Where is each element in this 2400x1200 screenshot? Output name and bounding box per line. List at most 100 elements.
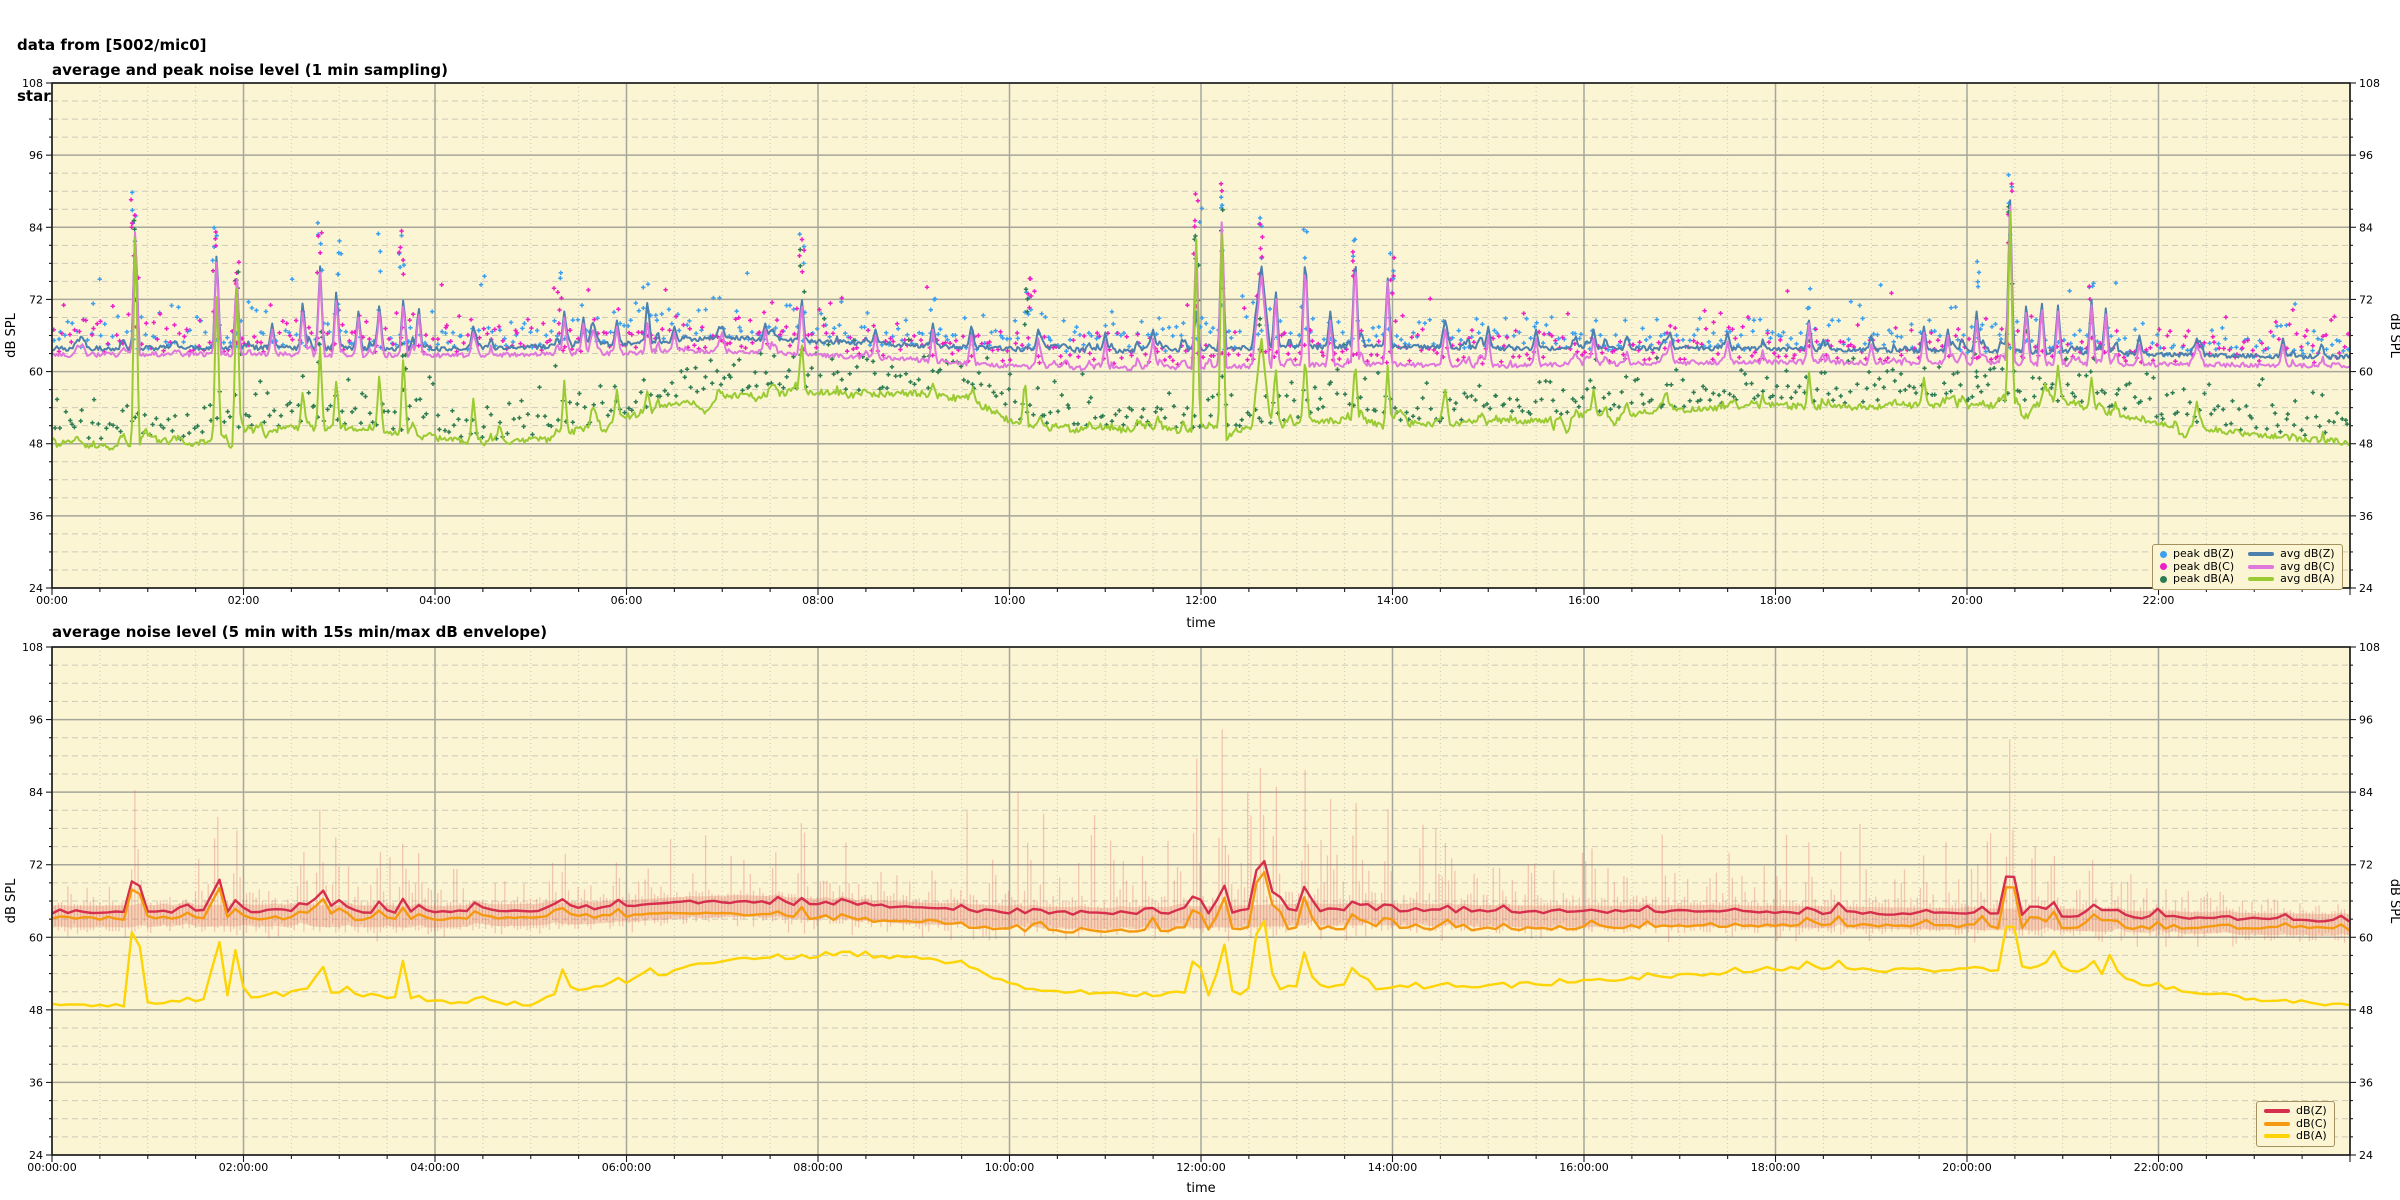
y-axis-label-left: dB SPL: [4, 312, 19, 357]
legend-line-swatch: [2248, 564, 2275, 569]
legend-label: peak dB(C): [2173, 559, 2235, 573]
legend-line-swatch: [2264, 1134, 2290, 1139]
y-tick-label-right: 72: [2359, 859, 2373, 872]
x-tick-label: 02:00:00: [219, 1161, 268, 1174]
chart1-tick-labels: 00:00:00 02:00:00 04:00:00 06:00:00 08:00:00…: [4, 641, 2400, 1196]
y-tick-label-left: 24: [29, 1149, 43, 1162]
y-tick-label-right: 36: [2359, 510, 2373, 523]
y-tick-label-left: 72: [29, 293, 43, 306]
chart1-title: average and peak noise level (1 min samp…: [52, 61, 448, 79]
legend-item: peak dB(Z): [2160, 547, 2235, 561]
legend-dot-swatch: [2160, 563, 2167, 571]
x-tick-label: 08:00: [802, 594, 834, 607]
x-tick-label: 06:00: [611, 594, 643, 607]
x-axis-label: time: [1186, 616, 1215, 631]
legend-column: peak dB(Z) peak dB(C) peak dB(A): [2160, 547, 2235, 586]
legend-item: dB(Z): [2264, 1104, 2327, 1118]
x-tick-label: 16:00:00: [1559, 1161, 1608, 1174]
x-axis-label: time: [1186, 1181, 1215, 1196]
x-tick-label: 06:00:00: [602, 1161, 651, 1174]
legend-label: dB(Z): [2296, 1104, 2327, 1117]
chart2-legend: dB(Z) dB(C) dB(A): [2256, 1101, 2335, 1147]
y-tick-label-left: 108: [22, 641, 43, 654]
y-tick-label-right: 72: [2359, 293, 2373, 306]
legend-item: peak dB(A): [2160, 572, 2234, 586]
y-tick-label-right: 84: [2359, 221, 2373, 234]
legend-dot-swatch: [2160, 575, 2167, 583]
chart0-series-avg-dB(Z): [51, 199, 2351, 360]
y-tick-label-right: 48: [2359, 1004, 2373, 1017]
x-tick-label: 20:00:00: [1942, 1161, 1991, 1174]
x-tick-label: 08:00:00: [793, 1161, 842, 1174]
y-tick-label-left: 60: [29, 931, 43, 944]
legend-line-swatch: [2264, 1109, 2290, 1114]
chart0-series-avg-dB(A): [51, 211, 2351, 451]
chart0-tick-labels: 00:00 02:00 04:00 06:00 08:00 10:00 12:00 14:00…: [4, 77, 2400, 631]
y-tick-label-right: 84: [2359, 786, 2373, 799]
chart1-ticks: [46, 646, 2356, 1162]
chart2-title: average noise level (5 min with 15s min/…: [52, 623, 548, 641]
x-tick-label: 00:00: [36, 594, 68, 607]
legend-dot-swatch: [2160, 550, 2167, 558]
legend-column: dB(Z) dB(C) dB(A): [2264, 1104, 2327, 1143]
chart1-series-dB(Z): [51, 859, 2350, 923]
x-tick-label: 20:00: [1951, 594, 1983, 607]
y-tick-label-left: 96: [29, 149, 43, 162]
y-tick-label-left: 72: [29, 859, 43, 872]
x-tick-label: 18:00: [1760, 594, 1792, 607]
y-tick-label-left: 96: [29, 714, 43, 727]
y-tick-label-right: 60: [2359, 366, 2373, 379]
x-tick-label: 22:00:00: [2134, 1161, 2183, 1174]
y-tick-label-left: 108: [22, 77, 43, 90]
y-tick-label-right: 60: [2359, 931, 2373, 944]
y-tick-label-left: 36: [29, 510, 43, 523]
legend-item: dB(C): [2264, 1117, 2327, 1131]
y-tick-label-right: 24: [2359, 582, 2373, 595]
y-tick-label-left: 60: [29, 366, 43, 379]
x-tick-label: 10:00:00: [985, 1161, 1034, 1174]
y-tick-label-right: 108: [2359, 77, 2380, 90]
legend-label: peak dB(Z): [2173, 547, 2235, 560]
legend-item: dB(A): [2264, 1129, 2327, 1143]
legend-item: avg dB(A): [2248, 572, 2335, 586]
x-tick-label: 14:00: [1377, 594, 1409, 607]
legend-item: avg dB(Z): [2248, 547, 2335, 561]
x-tick-label: 12:00: [1185, 594, 1217, 607]
x-tick-label: 18:00:00: [1751, 1161, 1800, 1174]
y-tick-label-left: 84: [29, 786, 43, 799]
legend-label: avg dB(A): [2280, 572, 2335, 585]
x-tick-label: 00:00:00: [27, 1161, 76, 1174]
chart0-series-avg-dB(C): [51, 205, 2351, 372]
legend-item: avg dB(C): [2248, 559, 2335, 574]
chart1-legend: peak dB(Z) peak dB(C) peak dB(A) avg dB(Z) a…: [2152, 544, 2343, 590]
legend-item: peak dB(C): [2160, 559, 2235, 574]
legend-line-swatch: [2248, 577, 2275, 582]
y-tick-label-right: 108: [2359, 641, 2380, 654]
legend-label: avg dB(C): [2280, 559, 2335, 573]
x-tick-label: 02:00: [228, 594, 260, 607]
header-line1: data from [5002/mic0]: [17, 36, 207, 54]
x-tick-label: 14:00:00: [1368, 1161, 1417, 1174]
y-axis-label-right: dB SPL: [2387, 313, 2400, 358]
x-tick-label: 12:00:00: [1176, 1161, 1225, 1174]
chart1-series-dB(A): [51, 919, 2350, 1008]
chart1-series-dB(C): [51, 871, 2350, 934]
y-axis-label-left: dB SPL: [4, 878, 19, 923]
legend-line-swatch: [2248, 552, 2275, 557]
legend-line-swatch: [2264, 1121, 2290, 1126]
y-tick-label-right: 36: [2359, 1076, 2373, 1089]
y-tick-label-left: 84: [29, 221, 43, 234]
y-tick-label-left: 36: [29, 1076, 43, 1089]
y-tick-label-right: 24: [2359, 1149, 2373, 1162]
y-tick-label-left: 24: [29, 582, 43, 595]
x-tick-label: 22:00: [2143, 594, 2175, 607]
y-tick-label-right: 48: [2359, 438, 2373, 451]
legend-label: dB(A): [2296, 1129, 2327, 1142]
y-tick-label-left: 48: [29, 438, 43, 451]
x-tick-label: 10:00: [994, 594, 1026, 607]
legend-column: avg dB(Z) avg dB(C) avg dB(A): [2248, 547, 2335, 586]
x-tick-label: 16:00: [1568, 594, 1600, 607]
x-tick-label: 04:00:00: [410, 1161, 459, 1174]
